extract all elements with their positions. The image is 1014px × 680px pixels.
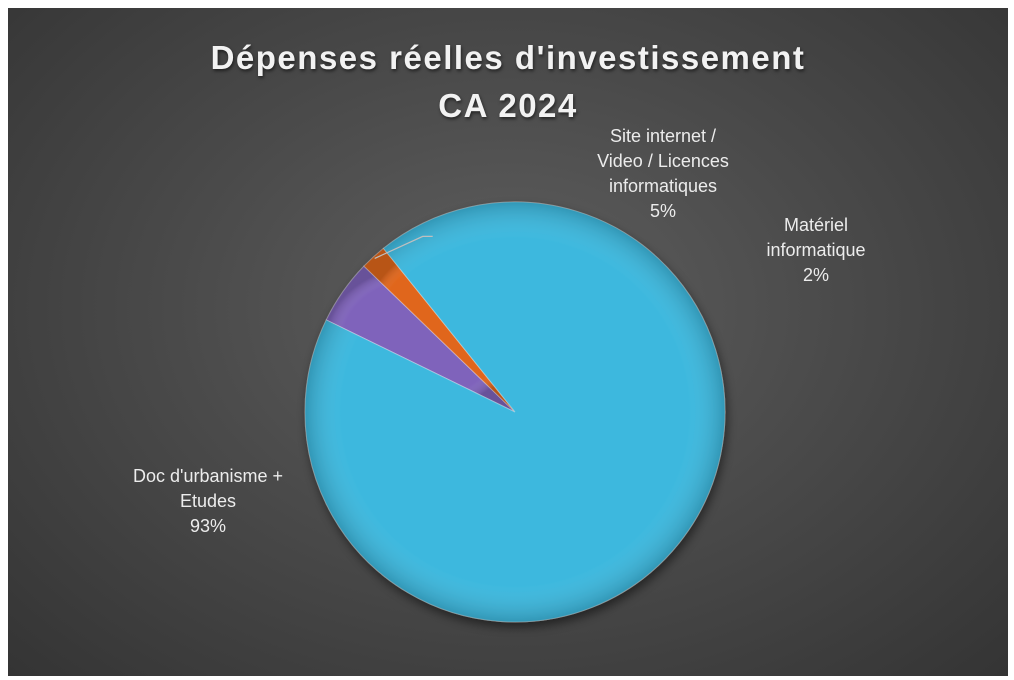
pie-chart <box>304 201 726 623</box>
data-label-percent: 2% <box>802 265 829 285</box>
data-label-line: Site internet / <box>609 126 717 146</box>
data-label-line: Matériel <box>783 215 849 235</box>
data-label-materiel: Matériel informatique 2% <box>746 213 886 288</box>
chart-subtitle: CA 2024 <box>438 87 578 124</box>
pie-slice-shading <box>326 266 515 412</box>
data-label-line: informatique <box>766 240 866 260</box>
pie-slice-shading <box>304 202 725 623</box>
pie-slice-shading <box>363 248 515 412</box>
data-label-percent: 93% <box>189 516 227 536</box>
data-label-line: Video / Licences <box>597 151 729 171</box>
data-label-percent: 5% <box>649 201 676 221</box>
data-label-doc-urbanisme: Doc d'urbanisme + Etudes 93% <box>108 464 308 539</box>
chart-frame: Dépenses réelles d'investissement CA 202… <box>8 8 1008 676</box>
data-label-line: Doc d'urbanisme + <box>132 466 283 486</box>
data-label-line: informatiques <box>608 176 718 196</box>
chart-title: Dépenses réelles d'investissement <box>210 39 806 76</box>
data-label-site-internet: Site internet / Video / Licences informa… <box>563 124 763 224</box>
data-label-line: Etudes <box>179 491 237 511</box>
leader-line <box>374 235 433 259</box>
